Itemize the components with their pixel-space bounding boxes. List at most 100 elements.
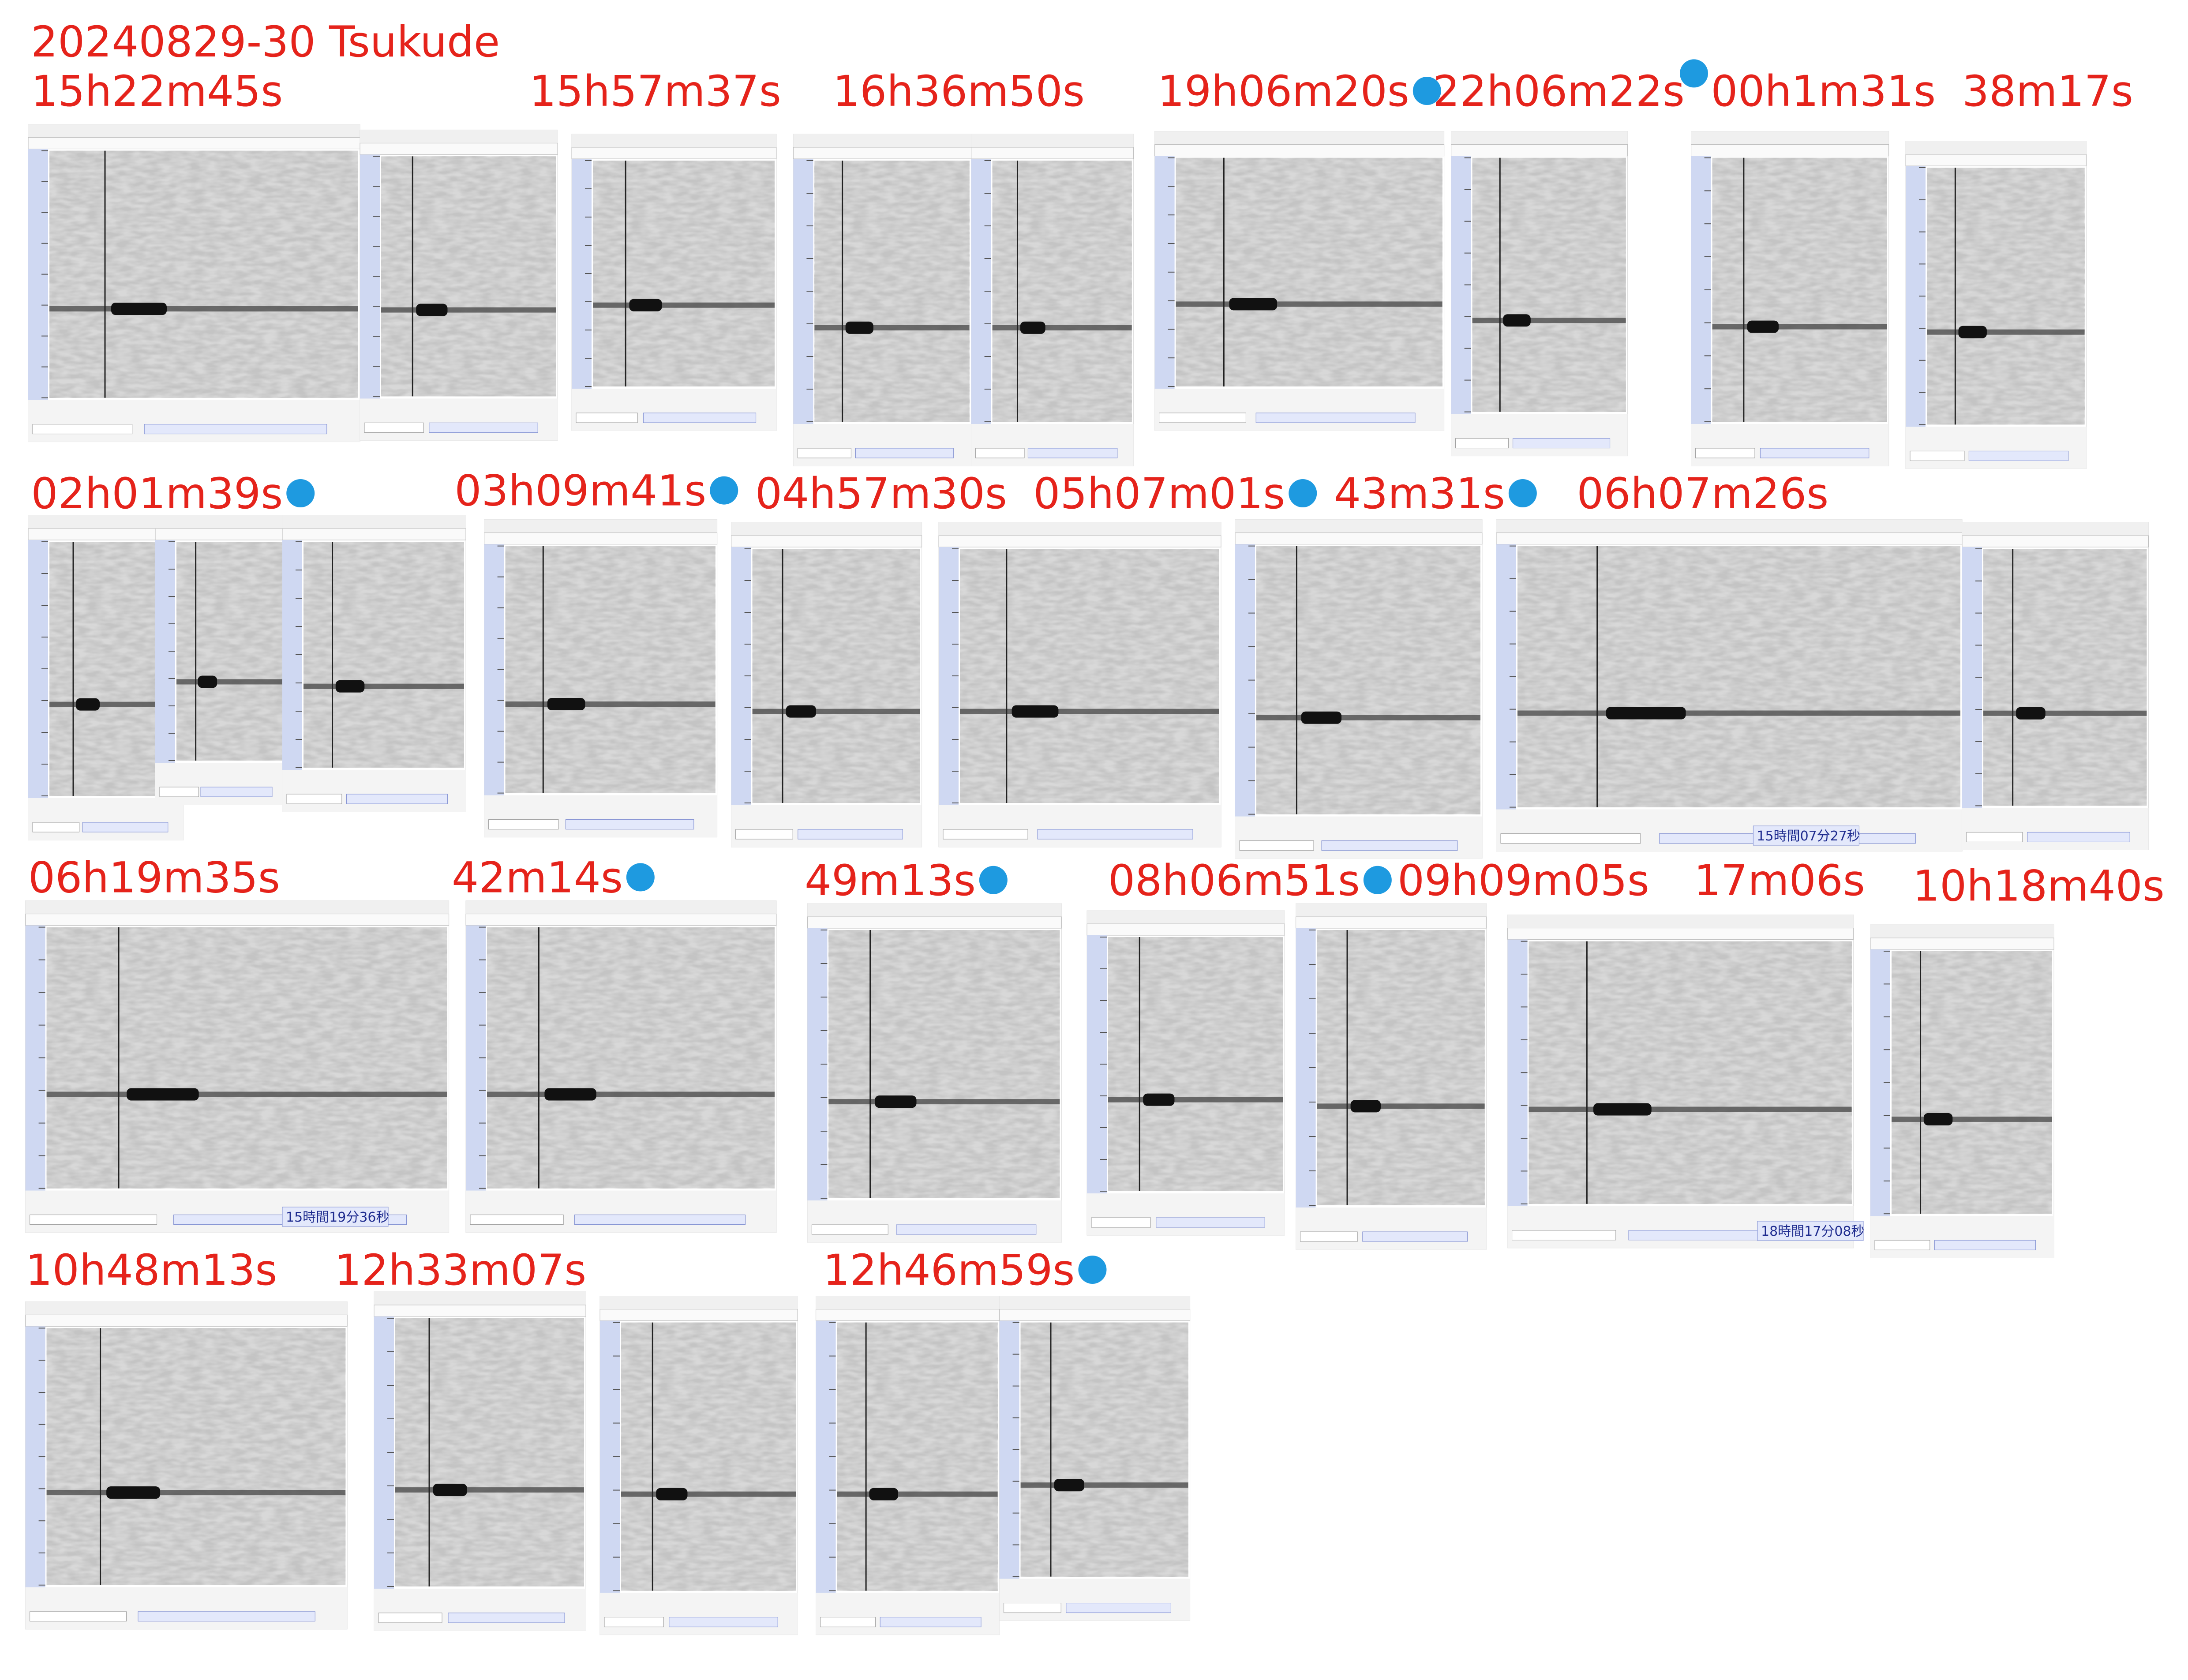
field [448, 1612, 565, 1623]
spectrogram-screenshot [1154, 131, 1445, 431]
call-blob [111, 303, 167, 315]
spectrogram-noise [487, 927, 775, 1189]
spectrogram-screenshot [971, 134, 1134, 466]
spectrogram-noise [992, 161, 1132, 422]
call-blob [433, 1484, 467, 1496]
controls [793, 424, 971, 466]
spectrogram-screenshot [1496, 519, 1963, 852]
timeline [374, 1305, 586, 1317]
controls [360, 398, 558, 441]
spectrogram-screenshot [807, 903, 1062, 1243]
field [880, 1617, 982, 1628]
timeline [599, 1309, 798, 1321]
field [574, 1215, 746, 1225]
field [346, 794, 448, 804]
controls [484, 795, 717, 837]
field [1910, 450, 1965, 461]
field [1156, 1217, 1265, 1228]
frequency-band [46, 1091, 447, 1097]
frequency-band [505, 701, 716, 707]
frequency-band [303, 683, 464, 689]
timeline [1451, 144, 1628, 157]
field [565, 819, 694, 830]
controls [155, 763, 285, 805]
spectrogram-noise [837, 1322, 998, 1591]
marker-dot [286, 479, 315, 507]
field [1966, 832, 2023, 842]
controls [282, 770, 466, 812]
controls [1154, 389, 1444, 431]
toolbar [1507, 915, 1854, 928]
frequency-band [1517, 710, 1960, 716]
spectrogram-screenshot [938, 522, 1221, 848]
controls [1906, 427, 2087, 469]
timeline [1087, 923, 1285, 936]
spectrogram-noise [176, 542, 284, 761]
toolbar [1906, 141, 2087, 154]
time-caption: 09h09m05s [1397, 856, 1649, 905]
labels: 15h22m45s 15h57m37s 16h36m50s 19h06m20s 22h0… [26, 59, 2165, 1295]
spectrogram-noise [1927, 168, 2085, 425]
field [1513, 438, 1611, 449]
field [429, 422, 538, 433]
field [1500, 833, 1641, 844]
field [797, 448, 851, 458]
frequency-band [1472, 318, 1626, 323]
toolbar [1870, 925, 2054, 938]
time-box [282, 1207, 389, 1227]
controls [1962, 808, 2149, 850]
timeline [25, 914, 450, 926]
frequency-band [814, 325, 970, 330]
spectrogram-screenshot [484, 519, 718, 838]
call-blob [786, 705, 816, 718]
time-caption: 42m14s [452, 853, 623, 902]
timeline [938, 535, 1221, 548]
toolbar [155, 515, 285, 529]
controls [1451, 414, 1628, 456]
spectrogram-noise [1176, 158, 1442, 387]
timeline [571, 147, 777, 159]
controls [28, 798, 184, 840]
spectrogram-noise [828, 930, 1060, 1198]
toolbar [600, 1296, 798, 1309]
field [975, 448, 1025, 458]
spectrogram-noise [1108, 937, 1283, 1191]
toolbar [374, 1292, 586, 1305]
field [1874, 1240, 1930, 1250]
field [735, 829, 793, 840]
call-blob [1350, 1100, 1381, 1113]
call-blob [869, 1488, 898, 1500]
time-caption: 12h46m59s [823, 1245, 1075, 1295]
toolbar [731, 522, 922, 536]
timeline [731, 535, 922, 548]
time-caption: 10h18m40s [1913, 862, 2165, 911]
controls [572, 389, 776, 431]
toolbar [1087, 911, 1285, 924]
time-box-text: 15時間19分36秒 [286, 1210, 390, 1225]
call-blob [416, 304, 448, 316]
frequency-band [992, 325, 1132, 330]
ruler [1870, 949, 1890, 1217]
call-blob [1923, 1113, 1953, 1125]
controls [1691, 424, 1889, 466]
time-caption: 17m06s [1694, 856, 1865, 905]
field [1091, 1217, 1151, 1228]
field [669, 1617, 778, 1628]
toolbar [971, 134, 1134, 147]
toolbar [282, 515, 466, 529]
timeline [1154, 144, 1445, 157]
time-caption: 19h06m20s [1158, 67, 1409, 116]
time-box-text: 15時間07分27秒 [1757, 829, 1860, 844]
field [1321, 840, 1458, 851]
controls [816, 1593, 1000, 1635]
toolbar [25, 900, 449, 914]
time-caption: 10h48m13s [26, 1245, 277, 1295]
marker-dot [710, 476, 738, 505]
spectrogram-noise [814, 161, 970, 422]
frequency-band [1108, 1097, 1283, 1102]
spectrogram-screenshot [25, 1301, 348, 1630]
field [159, 787, 199, 797]
timeline [360, 142, 558, 155]
spectrogram-noise [1529, 941, 1852, 1204]
time-caption: 15h57m37s [529, 67, 781, 116]
